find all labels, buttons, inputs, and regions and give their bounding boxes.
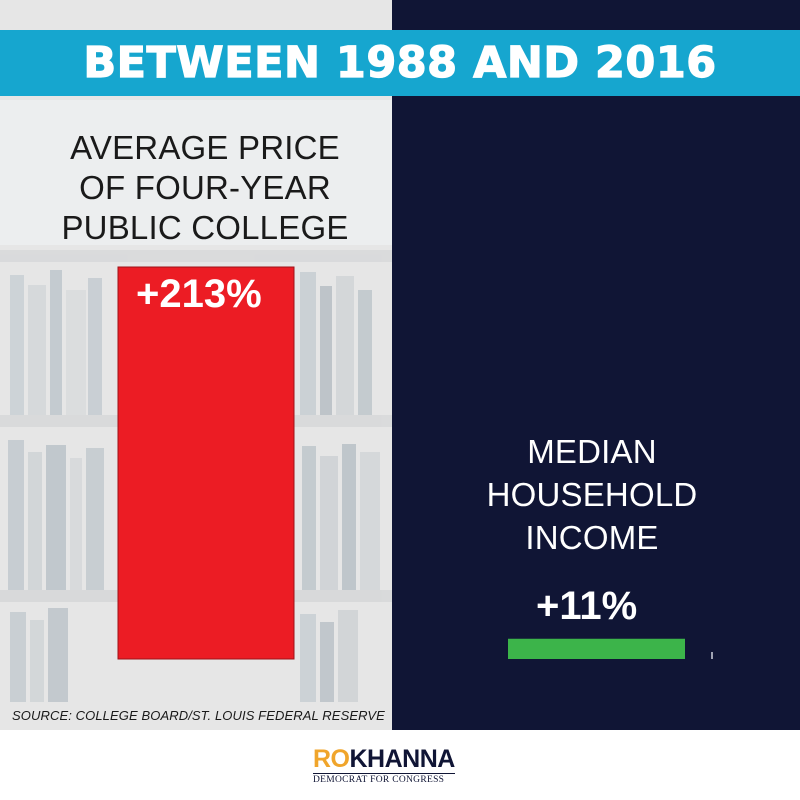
- logo-wordmark: ROKHANNA: [313, 746, 455, 772]
- bar-college-price: [117, 266, 295, 660]
- college-label-line-1: AVERAGE PRICE: [70, 129, 340, 166]
- college-price-label: AVERAGE PRICE OF FOUR-YEAR PUBLIC COLLEG…: [40, 128, 370, 248]
- logo-khanna-text: KHANNA: [349, 745, 456, 773]
- college-label-line-3: PUBLIC COLLEGE: [61, 209, 349, 246]
- data-label-college-price: +213%: [136, 272, 262, 316]
- header-banner: BETWEEN 1988 AND 2016: [0, 30, 800, 96]
- household-income-label: MEDIAN HOUSEHOLD INCOME: [460, 430, 724, 559]
- income-label-line-3: INCOME: [525, 519, 659, 556]
- page-title: BETWEEN 1988 AND 2016: [83, 37, 717, 88]
- income-label-line-2: HOUSEHOLD: [486, 476, 698, 513]
- source-note: SOURCE: COLLEGE BOARD/ST. LOUIS FEDERAL …: [12, 708, 385, 723]
- logo-ro-text: RO: [313, 745, 350, 773]
- income-label-line-1: MEDIAN: [527, 433, 657, 470]
- college-label-line-2: OF FOUR-YEAR: [79, 169, 331, 206]
- logo-tagline: DEMOCRAT FOR CONGRESS: [313, 773, 455, 785]
- right-panel-background: [392, 0, 800, 730]
- data-label-household-income: +11%: [536, 584, 637, 628]
- campaign-logo: ROKHANNA DEMOCRAT FOR CONGRESS: [313, 746, 455, 785]
- bar-household-income: [508, 638, 685, 659]
- comparison-bar-chart: +213% +11%: [117, 266, 713, 660]
- footer: [0, 730, 800, 800]
